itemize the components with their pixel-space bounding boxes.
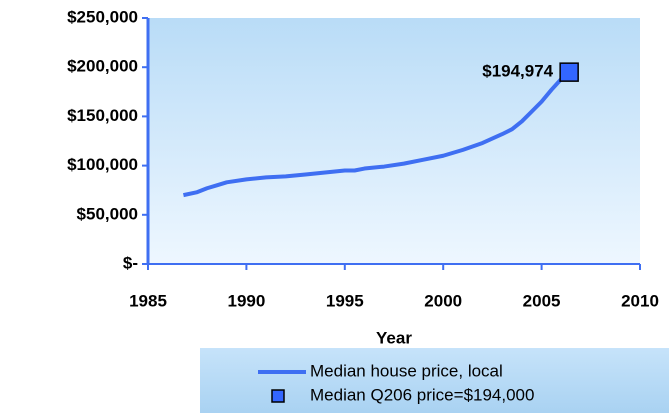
legend-label: Median house price, local xyxy=(310,361,503,380)
x-tick-label: 1990 xyxy=(227,291,265,310)
line xyxy=(183,70,571,198)
legend-label: Median Q206 price=$194,000 xyxy=(310,385,534,404)
y-tick-label: $100,000 xyxy=(67,155,138,174)
x-tick-label: 2000 xyxy=(424,291,462,310)
y-tick-label: $50,000 xyxy=(77,204,138,223)
x-tick-label: 2005 xyxy=(523,291,561,310)
y-tick-label: $150,000 xyxy=(67,106,138,125)
x-tick-label: 2010 xyxy=(621,291,659,310)
x-tick-label: 1995 xyxy=(326,291,364,310)
x-tick-label: 1985 xyxy=(129,291,167,310)
data-label: $194,974 xyxy=(482,62,553,81)
legend-marker xyxy=(271,389,285,403)
y-tick-label: $200,000 xyxy=(67,57,138,76)
plot-area xyxy=(148,18,640,264)
marker xyxy=(559,62,579,82)
x-axis-label: Year xyxy=(376,328,412,347)
y-tick-label: $250,000 xyxy=(67,7,138,26)
y-tick-label: $- xyxy=(123,253,138,272)
